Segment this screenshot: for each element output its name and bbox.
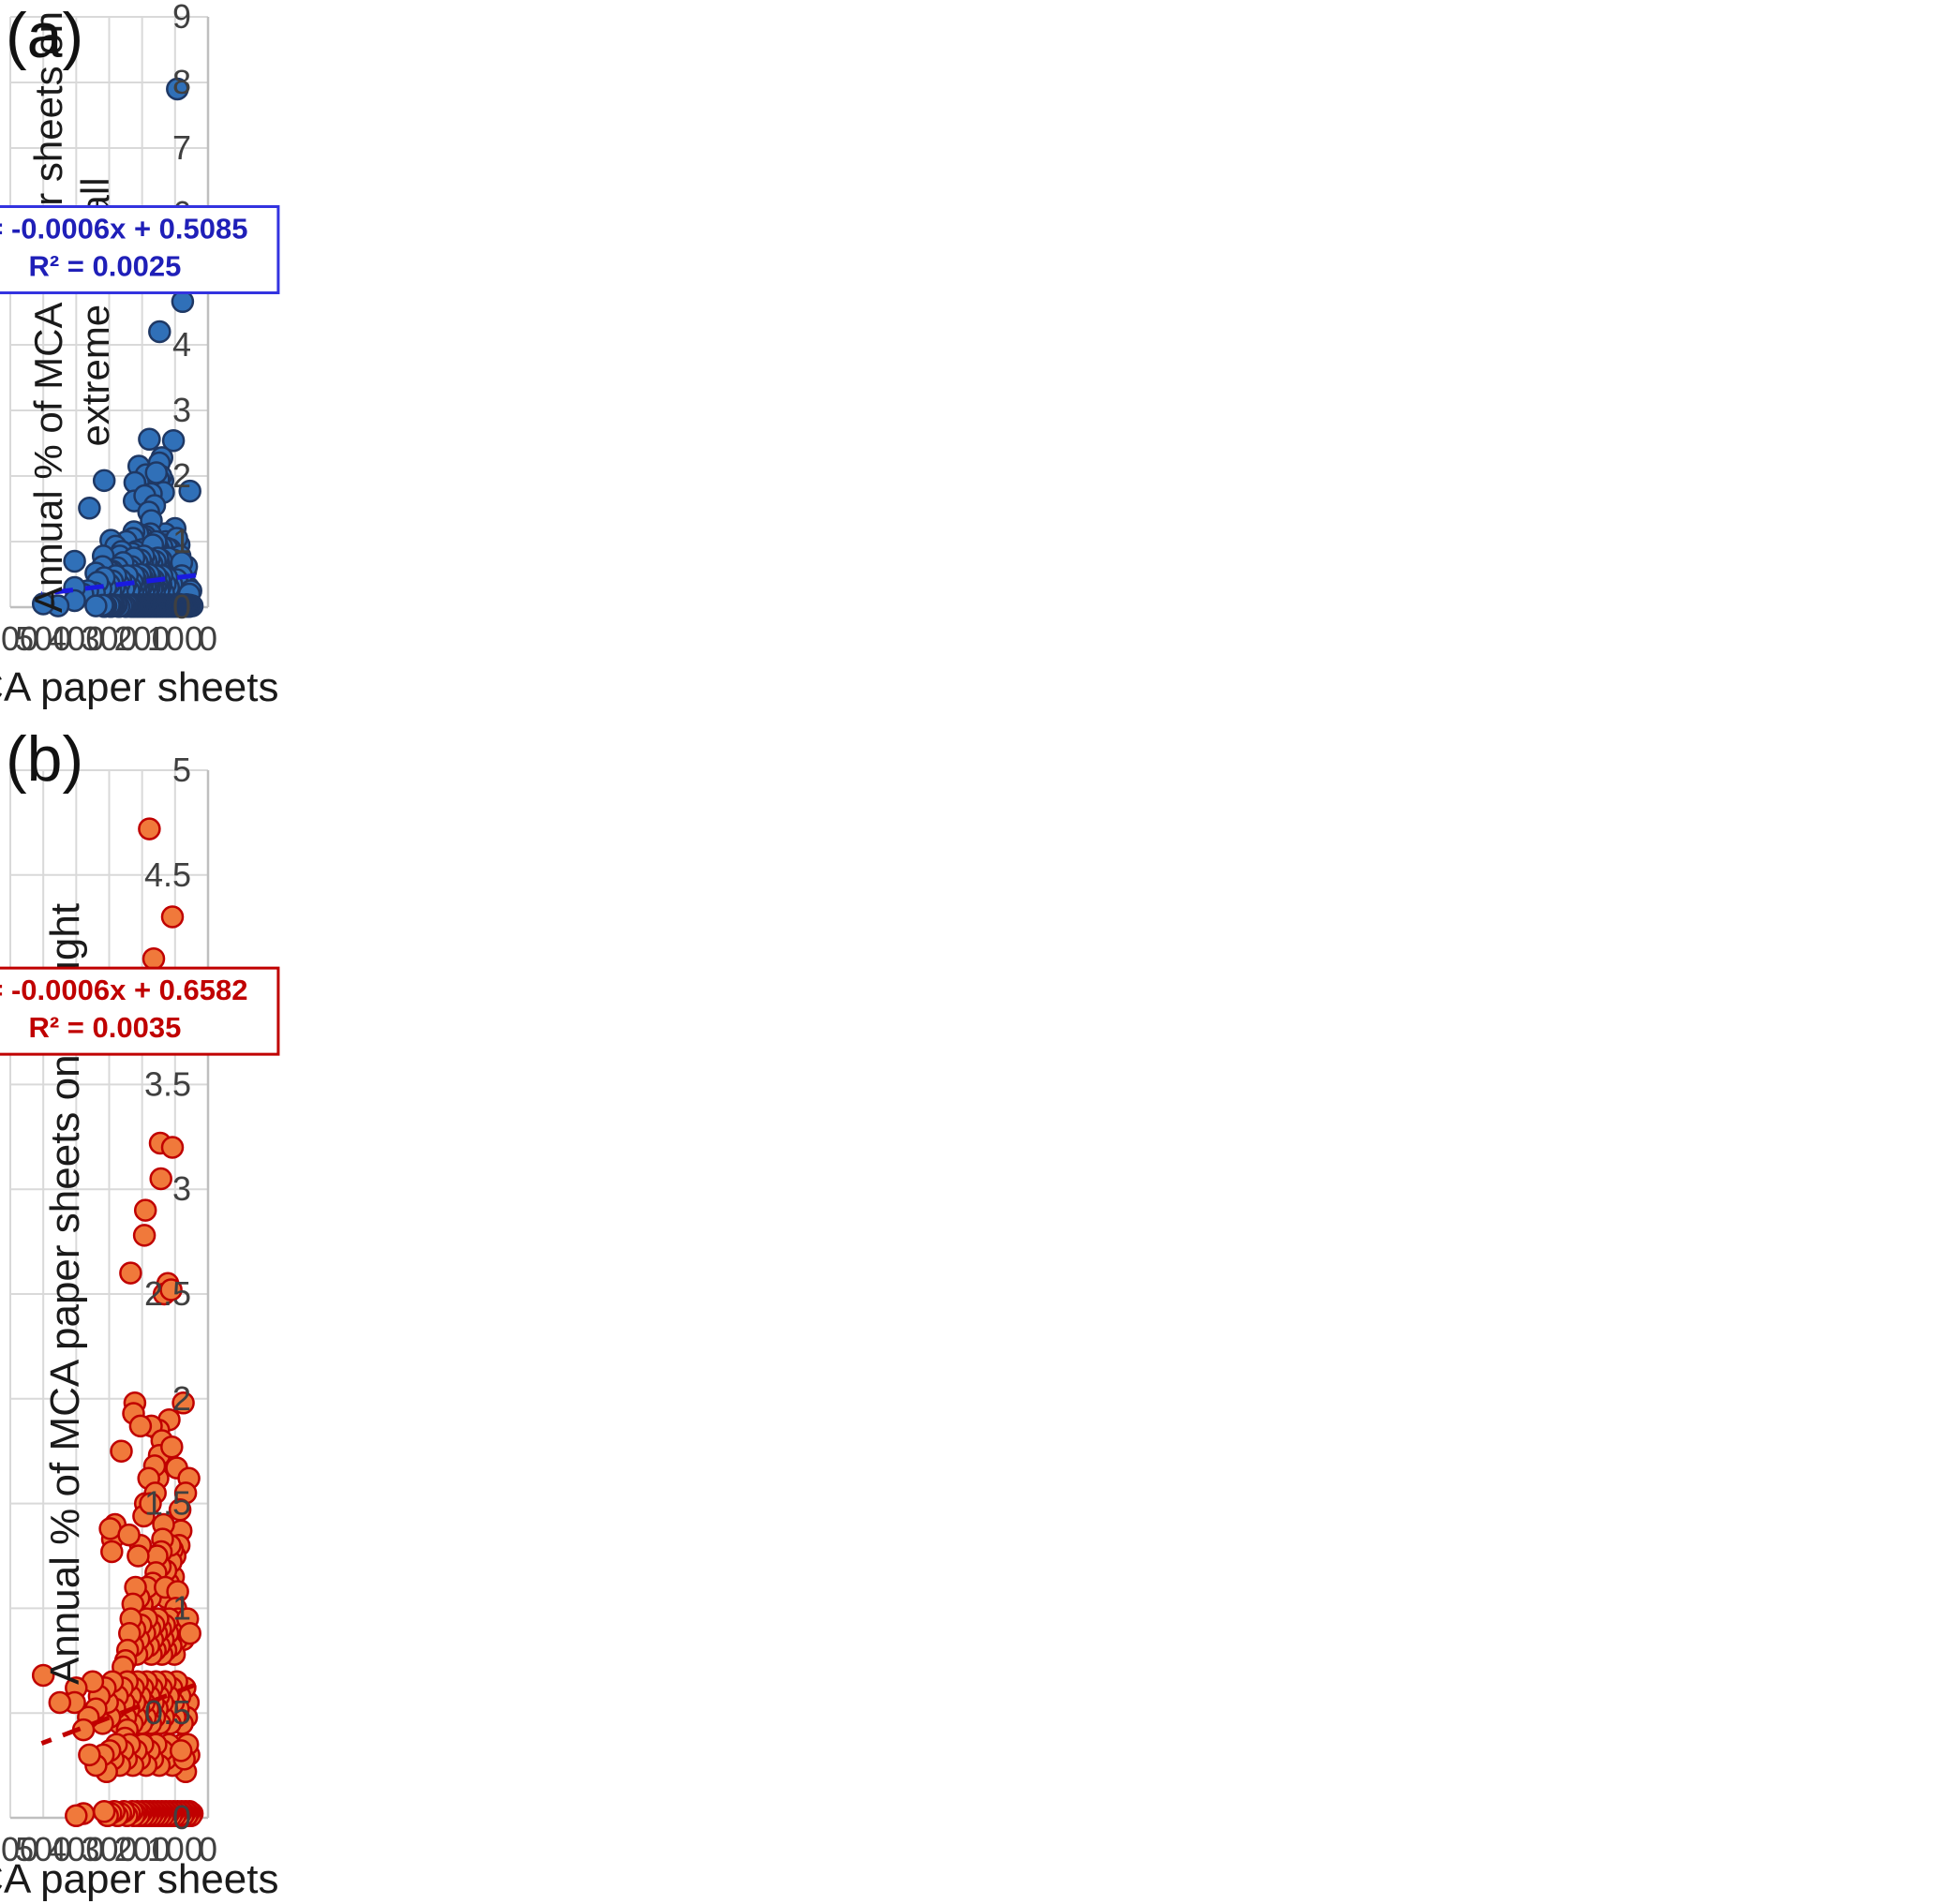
data-point: [110, 1439, 133, 1463]
svg-text:400: 400: [48, 619, 104, 658]
svg-text:300: 300: [81, 619, 137, 658]
data-point: [160, 905, 185, 929]
equation-text: y = -0.0006x + 0.6582: [0, 974, 247, 1006]
equation-box: y = -0.0006x + 0.5085 R² = 0.0025: [0, 205, 280, 294]
panel-a-label: (a): [6, 0, 84, 71]
data-point: [98, 1517, 122, 1540]
data-point: [171, 1391, 195, 1415]
svg-text:300: 300: [81, 1830, 137, 1868]
svg-text:1: 1: [172, 1588, 191, 1627]
svg-text:0: 0: [199, 1830, 217, 1868]
data-point: [92, 469, 116, 493]
svg-text:3.5: 3.5: [144, 1064, 191, 1103]
r-squared-text: R² = 0.0025: [28, 250, 181, 283]
svg-text:1.5: 1.5: [144, 1484, 191, 1523]
y-axis-title: Annual % of MCA paper sheets on: [26, 11, 70, 613]
equation-box: y = -0.0006x + 0.6582 R² = 0.0035: [0, 966, 280, 1056]
x-tick-labels: 0100200300400500600: [0, 1830, 217, 1868]
x-tick-labels: 0100200300400500600: [0, 619, 217, 658]
equation-text: y = -0.0006x + 0.5085: [0, 213, 247, 245]
data-point: [160, 1435, 184, 1459]
svg-text:5: 5: [172, 751, 191, 789]
data-point: [127, 1544, 150, 1568]
svg-text:0: 0: [199, 619, 217, 658]
trendline: [40, 1682, 197, 1746]
data-point: [128, 1414, 153, 1438]
data-point: [117, 1523, 141, 1547]
x-axis-title: MCA paper sheets: [0, 1856, 278, 1902]
data-point: [133, 1198, 157, 1222]
data-point: [161, 428, 186, 453]
svg-text:600: 600: [0, 619, 38, 658]
svg-text:100: 100: [147, 619, 203, 658]
scatter-plot-extreme-rainfall: 01002003004005006000123456789MCA paper s…: [0, 0, 280, 710]
data-point: [149, 1167, 172, 1191]
data-point: [78, 1743, 101, 1767]
data-point: [166, 77, 189, 101]
data-point: [92, 1800, 116, 1823]
data-point: [100, 1540, 124, 1564]
svg-text:1: 1: [172, 522, 191, 560]
panel-b: (b) 010020030040050060000.511.522.533.54…: [0, 723, 1937, 1904]
data-point: [119, 1261, 142, 1285]
x-axis-title: MCA paper sheets: [0, 664, 278, 710]
panel-b-label: (b): [6, 723, 84, 795]
data-point: [65, 1804, 88, 1828]
svg-text:4.5: 4.5: [144, 855, 191, 894]
svg-text:2: 2: [172, 1379, 191, 1418]
data-point: [142, 946, 166, 971]
scatter-plot-drought: 010020030040050060000.511.522.533.544.55…: [0, 751, 280, 1902]
data-point: [138, 427, 161, 452]
panel-a: (a) 01002003004005006000123456789MCA pap…: [0, 0, 1937, 723]
data-point: [132, 1224, 156, 1247]
data-point: [31, 592, 55, 616]
svg-text:200: 200: [114, 1830, 171, 1868]
svg-text:0: 0: [172, 588, 191, 626]
data-point: [48, 1690, 72, 1715]
svg-text:3: 3: [172, 1169, 191, 1208]
r-squared-text: R² = 0.0035: [28, 1011, 181, 1044]
data-point: [148, 320, 171, 344]
data-point: [138, 817, 161, 840]
scatter-points: [31, 817, 204, 1828]
data-point: [31, 1663, 55, 1688]
svg-text:9: 9: [172, 0, 191, 36]
svg-text:8: 8: [172, 63, 191, 101]
svg-text:2.5: 2.5: [144, 1274, 191, 1313]
svg-text:0.5: 0.5: [144, 1693, 191, 1732]
data-point: [84, 594, 108, 617]
svg-text:600: 600: [0, 1830, 38, 1868]
svg-text:100: 100: [147, 1830, 203, 1868]
svg-text:2: 2: [172, 456, 191, 495]
svg-text:7: 7: [172, 128, 191, 167]
svg-text:400: 400: [48, 1830, 104, 1868]
data-point: [144, 461, 169, 484]
data-point: [178, 1621, 201, 1645]
svg-text:200: 200: [114, 619, 171, 658]
svg-text:3: 3: [172, 391, 191, 429]
svg-text:500: 500: [15, 619, 71, 658]
trendline: [41, 573, 197, 597]
data-point: [169, 1739, 193, 1763]
data-point: [78, 497, 101, 520]
data-point: [159, 1278, 183, 1302]
svg-text:500: 500: [15, 1830, 71, 1868]
svg-text:0: 0: [172, 1798, 191, 1837]
y-tick-labels: 00.511.522.533.544.55: [144, 751, 191, 1837]
data-point: [178, 479, 201, 503]
data-point: [63, 549, 86, 573]
svg-text:4: 4: [172, 325, 191, 364]
data-point: [160, 1136, 185, 1159]
data-point: [139, 1492, 162, 1515]
